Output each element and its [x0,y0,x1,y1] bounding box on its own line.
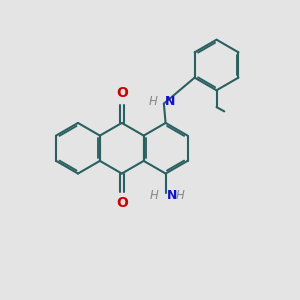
Text: H: H [176,189,185,202]
Text: O: O [116,86,128,100]
Text: H: H [150,189,159,202]
Text: O: O [116,196,128,210]
Text: N: N [165,95,176,108]
Text: N: N [167,189,177,202]
Text: H: H [148,95,158,108]
